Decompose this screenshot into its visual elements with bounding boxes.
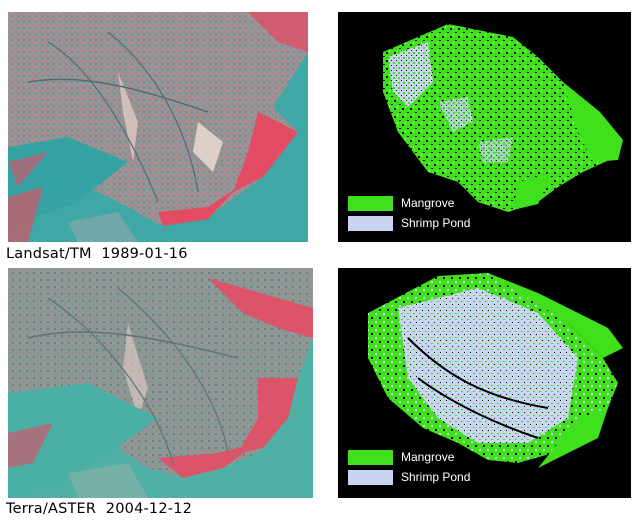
- legend-item-mangrove: Mangrove: [348, 448, 470, 466]
- legend-label-mangrove: Mangrove: [401, 450, 455, 464]
- legend-label-shrimp-pond: Shrimp Pond: [401, 470, 471, 484]
- aster-2004-false-color-image: [8, 268, 313, 498]
- legend-label-shrimp-pond: Shrimp Pond: [401, 216, 471, 230]
- legend-label-mangrove: Mangrove: [401, 196, 455, 210]
- legend-item-shrimp-pond: Shrimp Pond: [348, 214, 470, 232]
- caption-landsat-1989: Landsat/TM 1989-01-16: [6, 246, 188, 262]
- legend-2004: Mangrove Shrimp Pond: [348, 448, 470, 488]
- legend-1989: Mangrove Shrimp Pond: [348, 194, 470, 234]
- legend-item-mangrove: Mangrove: [348, 194, 470, 212]
- shrimp-pond-swatch: [348, 215, 393, 231]
- landsat-1989-false-color-image: [8, 12, 308, 242]
- mangrove-swatch: [348, 195, 393, 211]
- caption-aster-2004: Terra/ASTER 2004-12-12: [6, 501, 193, 517]
- shrimp-pond-swatch: [348, 469, 393, 485]
- legend-item-shrimp-pond: Shrimp Pond: [348, 468, 470, 486]
- classification-map-1989: Mangrove Shrimp Pond: [338, 12, 631, 242]
- mangrove-swatch: [348, 449, 393, 465]
- classification-map-2004: Mangrove Shrimp Pond: [338, 268, 631, 498]
